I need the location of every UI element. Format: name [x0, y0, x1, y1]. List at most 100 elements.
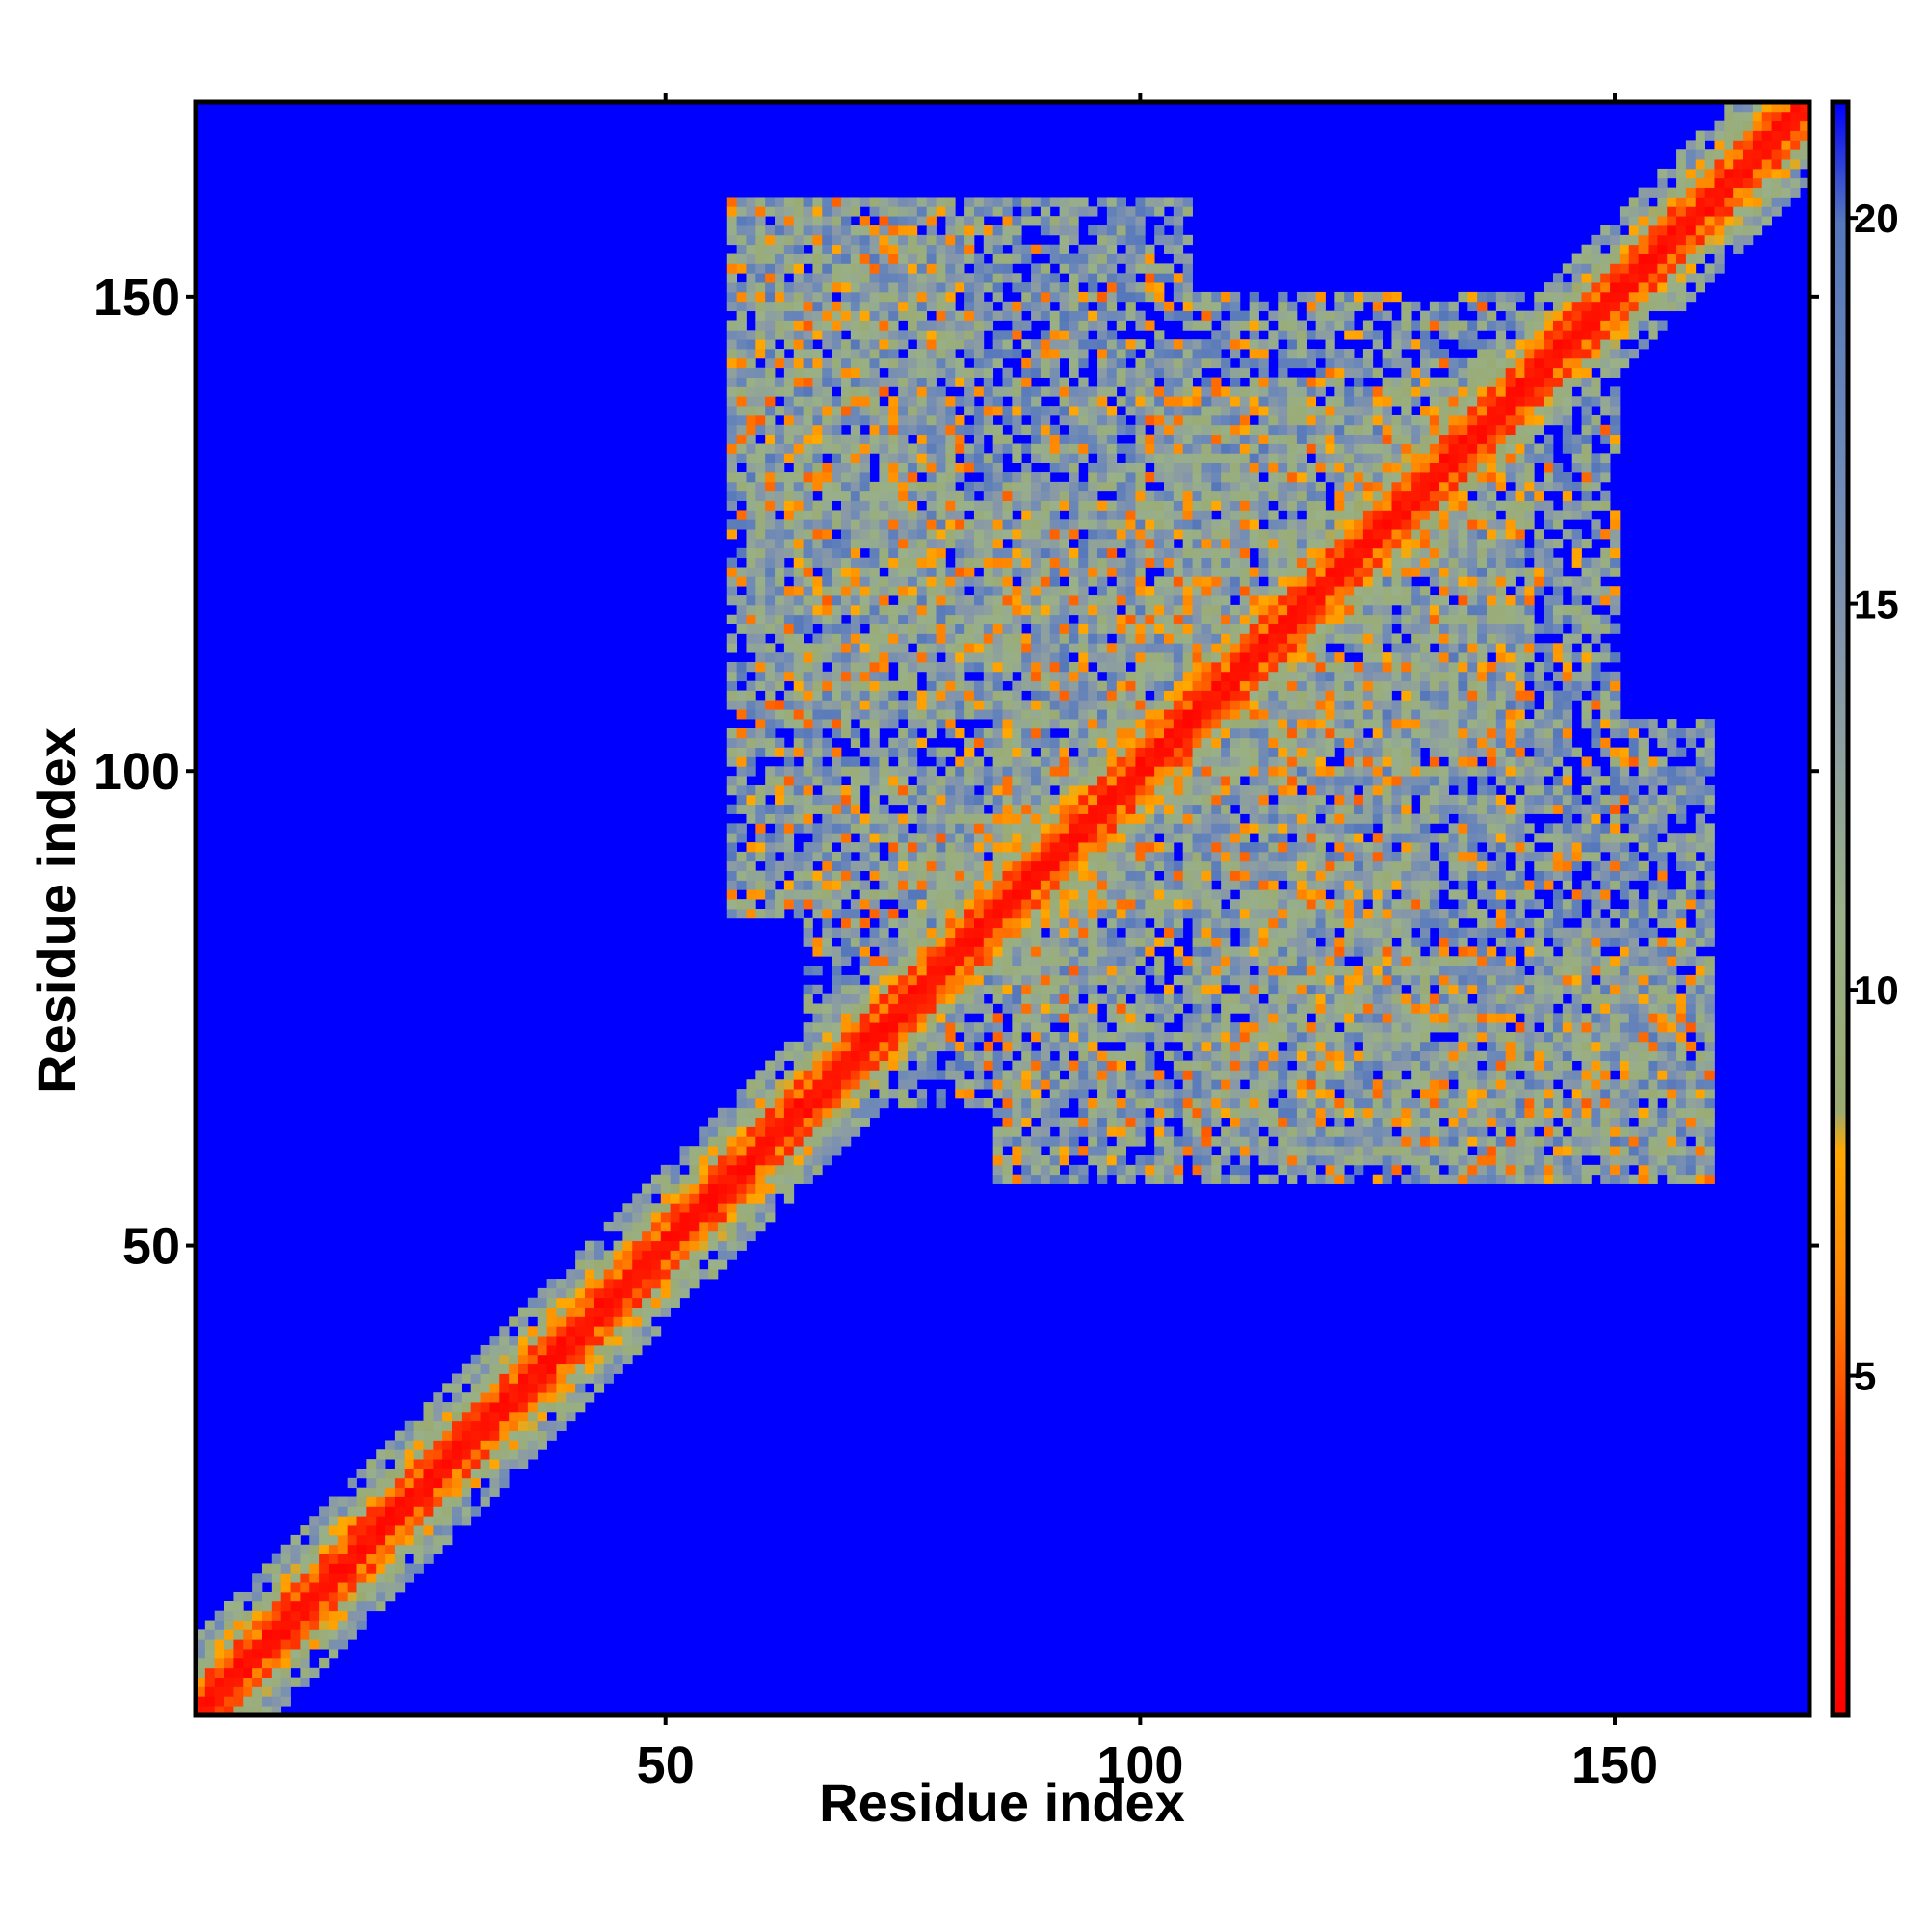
heatmap-cell: [955, 889, 965, 900]
heatmap-cell: [442, 1487, 453, 1497]
heatmap-cell: [945, 671, 956, 682]
heatmap-cell: [803, 700, 813, 710]
heatmap-cell: [1145, 472, 1155, 483]
heatmap-cell: [841, 463, 852, 473]
heatmap-cell: [869, 273, 880, 283]
heatmap-cell: [1049, 377, 1061, 387]
heatmap-cell: [461, 1487, 472, 1497]
heatmap-cell: [832, 330, 842, 340]
heatmap-cell: [755, 1079, 766, 1090]
heatmap-cell: [793, 623, 804, 634]
heatmap-cell: [1135, 680, 1146, 691]
heatmap-cell: [1040, 472, 1051, 483]
heatmap-cell: [936, 680, 946, 691]
heatmap-cell: [1059, 804, 1069, 814]
heatmap-cell: [850, 595, 861, 606]
heatmap-cell: [650, 1279, 662, 1289]
heatmap-cell: [337, 1563, 349, 1574]
heatmap-cell: [926, 282, 937, 293]
heatmap-cell: [1059, 1146, 1069, 1156]
heatmap-cell: [1154, 671, 1165, 682]
heatmap-cell: [964, 860, 975, 872]
heatmap-cell: [1106, 614, 1118, 624]
heatmap-cell: [898, 225, 909, 236]
heatmap-cell: [812, 595, 823, 606]
heatmap-cell: [1031, 813, 1042, 824]
heatmap-cell: [888, 974, 899, 986]
heatmap-cell: [916, 690, 928, 701]
heatmap-cell: [1106, 253, 1118, 264]
heatmap-cell: [726, 1240, 738, 1251]
heatmap-cell: [214, 1649, 224, 1659]
heatmap-cell: [1116, 377, 1126, 387]
heatmap-cell: [1059, 557, 1069, 568]
heatmap-cell: [1154, 956, 1165, 966]
heatmap-cell: [765, 833, 776, 843]
heatmap-cell: [309, 1516, 320, 1526]
heatmap-cell: [527, 1440, 539, 1450]
heatmap-cell: [1002, 880, 1013, 890]
heatmap-cell: [1049, 1098, 1061, 1109]
heatmap-cell: [1078, 1089, 1089, 1099]
heatmap-cell: [300, 1620, 310, 1630]
heatmap-cell: [1135, 927, 1146, 938]
heatmap-cell: [888, 443, 899, 454]
heatmap-cell: [708, 1203, 719, 1213]
heatmap-cell: [945, 652, 956, 663]
heatmap-cell: [1116, 567, 1126, 577]
heatmap-cell: [1106, 842, 1118, 853]
heatmap-cell: [1021, 1089, 1032, 1099]
heatmap-cell: [783, 567, 795, 577]
heatmap-cell: [214, 1620, 224, 1630]
heatmap-cell: [1078, 652, 1089, 663]
heatmap-cell: [1012, 519, 1022, 530]
heatmap-cell: [1088, 1060, 1098, 1071]
heatmap-cell: [442, 1440, 453, 1450]
heatmap-cell: [1154, 1164, 1165, 1176]
heatmap-cell: [1088, 490, 1098, 501]
heatmap-cell: [879, 463, 889, 473]
heatmap-cell: [1069, 880, 1079, 890]
heatmap-cell: [679, 1203, 690, 1213]
heatmap-cell: [812, 671, 823, 682]
heatmap-cell: [765, 557, 776, 568]
heatmap-cell: [1154, 690, 1165, 701]
heatmap-cell: [214, 1706, 224, 1716]
heatmap-cell: [509, 1316, 519, 1327]
heatmap-cell: [1088, 737, 1098, 748]
heatmap-cell: [423, 1487, 434, 1497]
heatmap-cell: [793, 728, 804, 739]
heatmap-cell: [461, 1449, 472, 1460]
heatmap-cell: [1164, 680, 1175, 691]
heatmap-cell: [992, 823, 1003, 834]
heatmap-cell: [898, 282, 909, 293]
heatmap-cell: [309, 1582, 320, 1593]
heatmap-cell: [1125, 946, 1136, 957]
heatmap-cell: [964, 756, 975, 767]
heatmap-cell: [1021, 1117, 1032, 1127]
heatmap-cell: [1078, 330, 1089, 340]
heatmap-cell: [992, 1164, 1003, 1176]
heatmap-cell: [1135, 1107, 1146, 1119]
heatmap-cell: [879, 756, 889, 767]
heatmap-cell: [869, 595, 880, 606]
heatmap-cell: [898, 510, 909, 520]
heatmap-cell: [1021, 291, 1032, 303]
heatmap-cell: [746, 1136, 756, 1147]
heatmap-cell: [1164, 1164, 1175, 1176]
heatmap-cell: [793, 357, 804, 369]
heatmap-cell: [898, 1022, 909, 1033]
heatmap-cell: [376, 1459, 386, 1469]
heatmap-cell: [632, 1231, 643, 1242]
heatmap-cell: [869, 870, 880, 881]
heatmap-cell: [775, 1155, 785, 1166]
heatmap-cell: [1059, 414, 1069, 426]
heatmap-cell: [214, 1667, 224, 1679]
heatmap-cell: [859, 1079, 870, 1090]
heatmap-cell: [726, 1174, 738, 1184]
heatmap-cell: [926, 700, 937, 710]
heatmap-cell: [803, 889, 813, 900]
heatmap-cell: [736, 197, 747, 207]
heatmap-cell: [1021, 339, 1032, 350]
heatmap-cell: [1002, 1079, 1013, 1090]
